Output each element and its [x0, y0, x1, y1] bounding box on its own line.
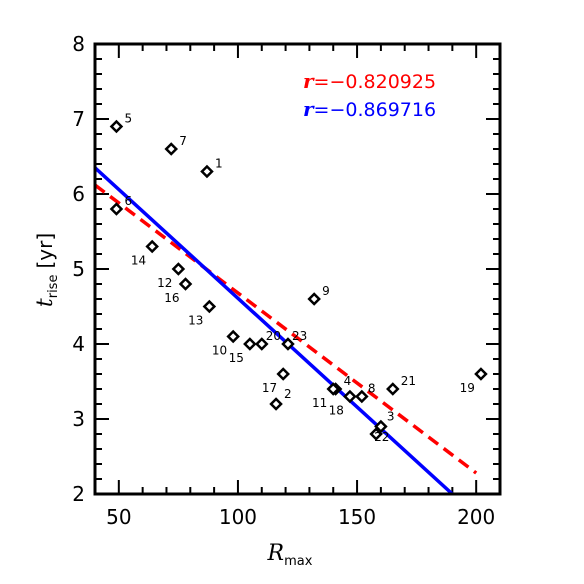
- data-point-marker: [243, 337, 257, 351]
- correlation-label: r=−0.869716: [303, 97, 436, 121]
- data-point-marker: [374, 419, 388, 434]
- data-point-marker: [326, 382, 341, 396]
- y-axis-title: trise[yr]: [33, 233, 61, 307]
- data-point-marker: [276, 367, 290, 381]
- data-point-label: 11: [312, 396, 327, 410]
- data-point-label: 18: [329, 404, 344, 418]
- data-point-marker: [355, 389, 369, 404]
- data-point-label: 8: [368, 382, 376, 396]
- blue-solid-fit-line: [95, 166, 454, 494]
- data-point-label: 21: [401, 374, 416, 388]
- data-point-label: 7: [179, 134, 187, 148]
- data-point-marker: [269, 397, 283, 411]
- data-point-marker: [254, 337, 269, 351]
- data-point-label: 22: [374, 430, 389, 444]
- plot-frame: [93, 42, 502, 496]
- data-point-label: 10: [212, 344, 227, 358]
- data-point-marker: [200, 164, 214, 179]
- data-point-label: 4: [344, 374, 352, 388]
- data-point-label: 3: [387, 410, 395, 424]
- y-tick-label: 2: [72, 482, 85, 506]
- correlation-annotations: r=−0.820925 r=−0.869716: [303, 69, 436, 121]
- data-point-marker: [474, 367, 488, 381]
- data-point-marker: [281, 337, 295, 351]
- data-point-label: 1: [215, 157, 223, 171]
- x-tick-label: 150: [338, 505, 376, 529]
- y-tick-label: 6: [72, 182, 85, 206]
- correlation-label: r=−0.820925: [303, 69, 436, 93]
- y-tick-label: 5: [72, 257, 85, 281]
- y-tick-label: 4: [72, 332, 85, 356]
- data-point-label: 20: [266, 329, 281, 343]
- data-point-label: 19: [460, 381, 475, 395]
- data-point-label: 23: [292, 329, 307, 343]
- x-axis-title: Rmax: [267, 541, 313, 569]
- data-point-marker: [369, 427, 383, 441]
- data-point-label: 6: [124, 194, 132, 208]
- axis-ticks: [94, 43, 501, 495]
- y-tick-label: 3: [72, 407, 85, 431]
- data-point-label: 17: [262, 381, 277, 395]
- data-point-label: 12: [157, 276, 172, 290]
- data-point-marker: [109, 119, 124, 134]
- data-point-marker: [343, 389, 357, 404]
- data-point-label: 16: [164, 291, 179, 305]
- y-tick-label: 7: [72, 107, 85, 131]
- y-tick-label: 8: [72, 32, 85, 56]
- data-point-marker: [386, 382, 400, 396]
- data-point-marker: [178, 277, 193, 291]
- data-point-marker: [307, 292, 321, 306]
- x-tick-label: 200: [457, 505, 495, 529]
- data-point-label: 2: [284, 387, 292, 401]
- data-point-marker: [226, 329, 240, 344]
- data-point-label: 13: [188, 314, 203, 328]
- x-tick-label: 50: [106, 505, 131, 529]
- data-point-marker: [109, 202, 124, 216]
- data-point-label: 5: [124, 112, 132, 126]
- data-point-marker: [145, 239, 159, 254]
- data-point-label: 14: [131, 254, 146, 268]
- fit-lines: [95, 166, 478, 494]
- data-point-label: 9: [322, 284, 330, 298]
- data-point-marker: [164, 142, 179, 156]
- data-point-marker: [202, 299, 217, 314]
- data-point-label: 15: [229, 351, 244, 365]
- data-point-marker: [171, 262, 186, 276]
- x-tick-label: 100: [219, 505, 257, 529]
- red-dashed-fit-line: [95, 183, 478, 475]
